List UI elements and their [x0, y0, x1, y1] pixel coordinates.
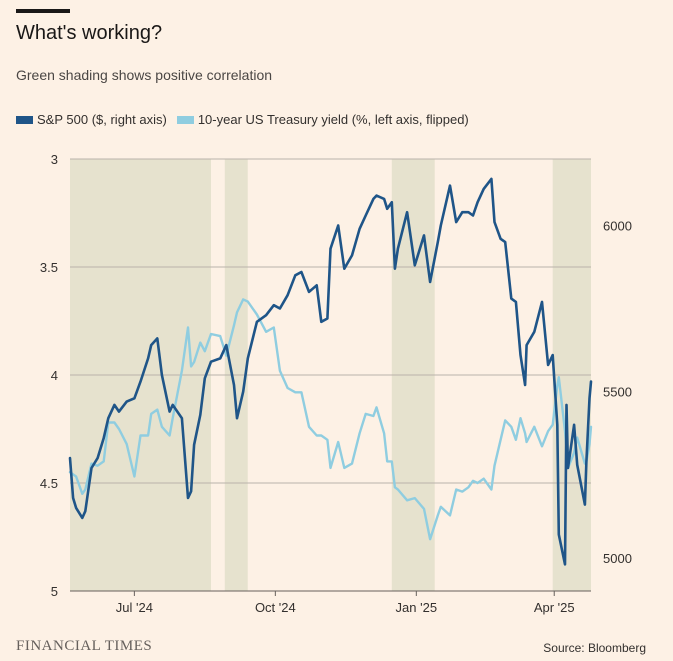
- legend-swatch-treasury: [176, 115, 194, 124]
- legend-swatch-sp500: [16, 115, 33, 124]
- source-note: Source: Bloomberg: [543, 641, 646, 655]
- left-tick-label-4.5: 4.5: [40, 476, 58, 491]
- right-tick-label-5500: 5500: [603, 385, 632, 400]
- ft-logo: FINANCIAL TIMES: [16, 638, 153, 654]
- x-tick-label-1: Jul '24: [116, 600, 153, 615]
- series-line-treasury: [68, 298, 593, 541]
- left-tick-label-5: 5: [51, 584, 58, 599]
- gridlines: [70, 158, 591, 592]
- left-tick-label-3: 3: [51, 152, 58, 167]
- left-tick-label-3.5: 3.5: [40, 260, 58, 275]
- legend-label-treasury: 10-year US Treasury yield (%, left axis,…: [197, 112, 469, 127]
- chart-subtitle: Green shading shows positive correlation: [16, 67, 273, 83]
- x-tick-label-2: Oct '24: [255, 600, 296, 615]
- right-tick-label-6000: 6000: [603, 218, 632, 233]
- axes: 3 3.5 4 4.5 5 5000 5500 6000 Jul '24 Oct '24 Jan '…: [40, 152, 632, 615]
- x-tick-label-4: Apr '25: [534, 600, 575, 615]
- series-lines: [68, 177, 593, 566]
- legend-label-sp500: S&P 500 ($, right axis): [37, 112, 167, 127]
- legend: S&P 500 ($, right axis) 10-year US Treas…: [16, 112, 479, 127]
- legend-item-treasury: 10-year US Treasury yield (%, left axis,…: [176, 112, 469, 127]
- right-tick-label-5000: 5000: [603, 551, 632, 566]
- x-tick-label-3: Jan '25: [396, 600, 438, 615]
- left-tick-label-4: 4: [51, 368, 58, 383]
- series-line-sp500: [68, 177, 593, 566]
- brand-bar: [16, 9, 70, 13]
- legend-item-sp500: S&P 500 ($, right axis): [16, 112, 167, 127]
- chart-title: What's working?: [16, 22, 163, 44]
